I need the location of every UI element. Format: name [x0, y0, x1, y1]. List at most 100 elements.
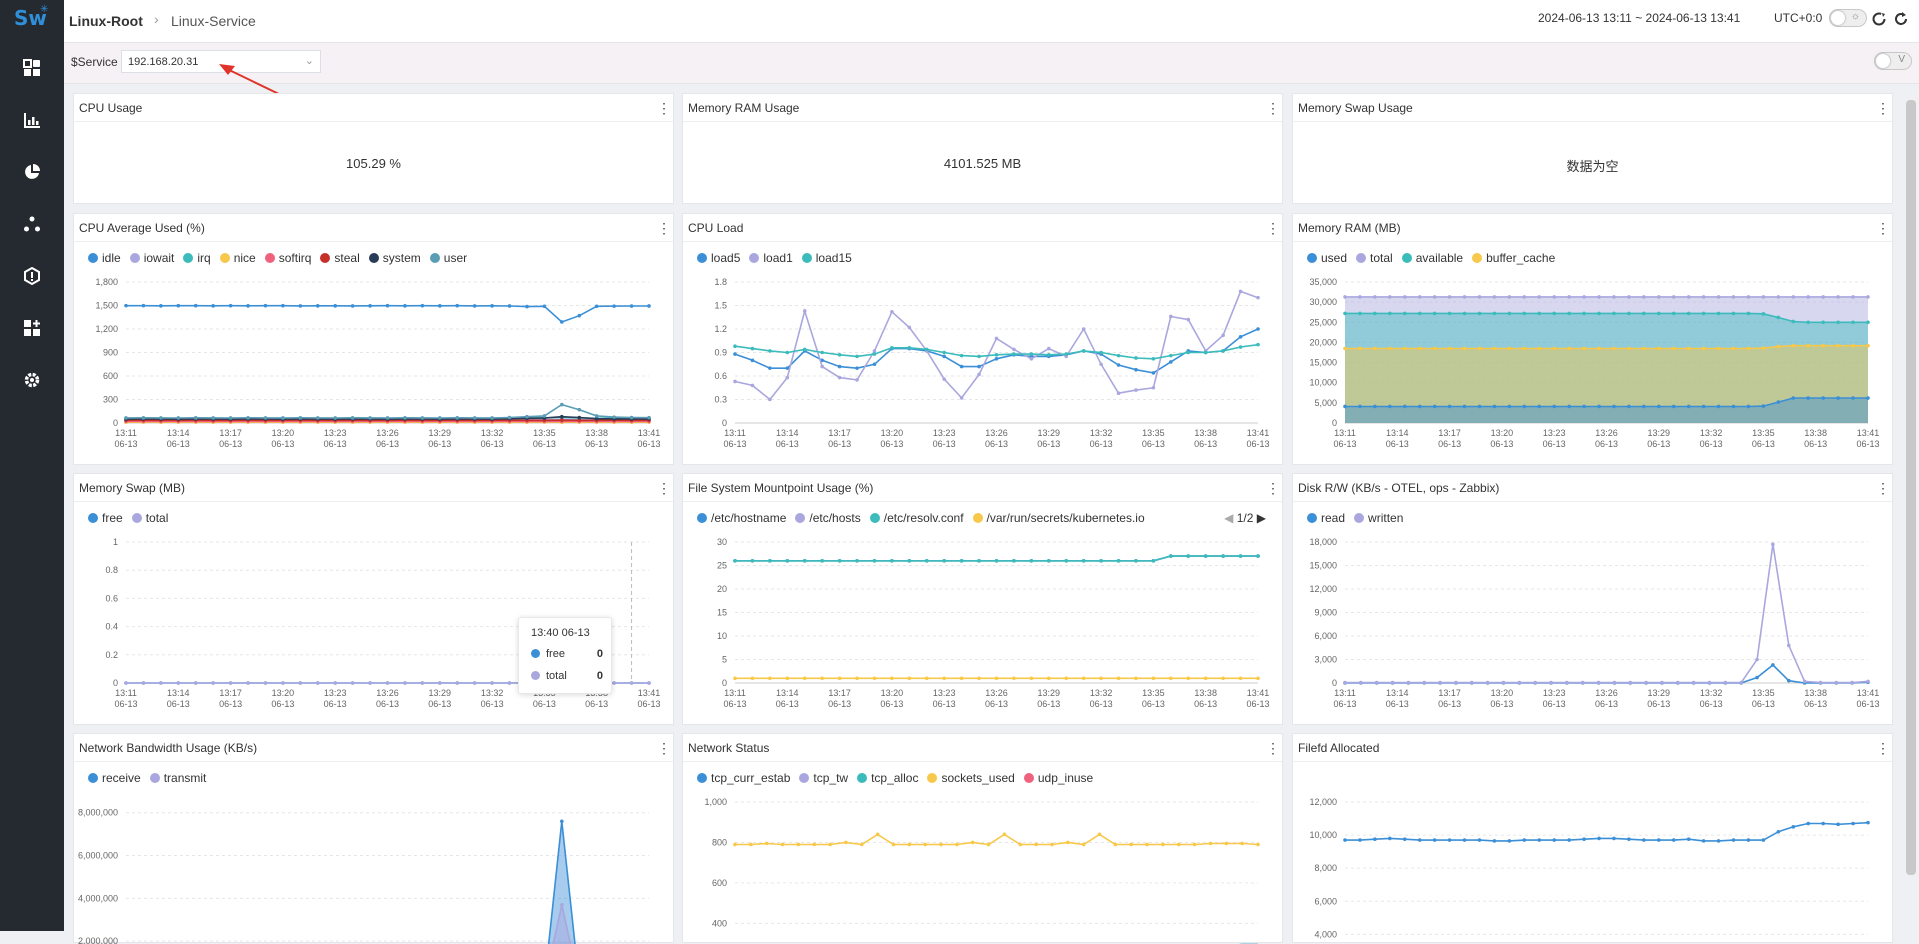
breadcrumb-service[interactable]: Linux-Service [171, 13, 256, 29]
alert-icon[interactable] [20, 264, 44, 288]
refresh-icon[interactable] [1893, 11, 1909, 32]
y-tick-label: 1,000 [704, 797, 727, 807]
v-toggle[interactable]: V [1874, 52, 1912, 70]
y-tick-label: 0.3 [714, 395, 727, 405]
data-point [577, 416, 581, 420]
data-point [281, 304, 285, 308]
data-point [820, 677, 824, 681]
data-point [1099, 559, 1103, 563]
pie-chart-icon[interactable] [20, 160, 44, 184]
data-point [838, 353, 842, 357]
data-point [386, 681, 390, 685]
y-tick-label: 15 [717, 608, 727, 618]
x-tick-date: 06-13 [481, 699, 504, 709]
data-point [1582, 347, 1586, 351]
time-range-picker[interactable]: 2024-06-13 13:11 ~ 2024-06-13 13:41 [1538, 11, 1740, 25]
data-point [299, 416, 303, 420]
data-point [1478, 312, 1482, 316]
y-tick-label: 4,000,000 [78, 893, 118, 903]
data-point [1732, 295, 1736, 299]
y-tick-label: 1.2 [714, 324, 727, 334]
data-point [1047, 677, 1051, 681]
data-point [525, 305, 529, 309]
data-point [1523, 347, 1527, 351]
data-point [1030, 357, 1034, 361]
data-point [1373, 405, 1377, 409]
x-tick-date: 06-13 [1037, 439, 1060, 449]
x-tick-date: 06-13 [828, 699, 851, 709]
series-line-filefd[interactable] [1345, 823, 1868, 841]
x-tick-date: 06-13 [1700, 699, 1723, 709]
data-point [403, 304, 407, 308]
utc-label[interactable]: UTC+0:0 [1774, 11, 1822, 25]
x-tick-label: 13:14 [776, 688, 799, 698]
data-point [490, 304, 494, 308]
page-scrollbar[interactable] [1906, 100, 1916, 875]
app-logo[interactable]: Sw✳ [14, 6, 50, 34]
data-point [211, 681, 215, 685]
data-point [1702, 347, 1706, 351]
dashboard-icon[interactable] [20, 56, 44, 80]
data-point [1388, 347, 1392, 351]
x-tick-label: 13:38 [1194, 428, 1217, 438]
data-point [194, 304, 198, 308]
y-tick-label: 18,000 [1309, 537, 1337, 547]
more-menu-icon[interactable]: ⋮ [657, 100, 665, 116]
data-point [1152, 357, 1156, 361]
bar-chart-icon[interactable] [20, 108, 44, 132]
data-point [1388, 312, 1392, 316]
x-tick-date: 06-13 [933, 699, 956, 709]
add-widget-icon[interactable] [20, 316, 44, 340]
auto-refresh-icon[interactable] [1871, 11, 1887, 32]
x-tick-date: 06-13 [428, 699, 451, 709]
data-point [194, 681, 198, 685]
data-point [1343, 347, 1347, 351]
data-point [995, 677, 999, 681]
data-point [1358, 295, 1362, 299]
data-point [386, 304, 390, 308]
series-line-idle[interactable] [126, 306, 649, 322]
data-point [1508, 405, 1512, 409]
data-point [1627, 312, 1631, 316]
data-point [1169, 354, 1173, 358]
series-line-user[interactable] [126, 405, 649, 418]
data-point [1493, 405, 1497, 409]
settings-icon[interactable] [20, 368, 44, 392]
x-tick-label: 13:23 [933, 428, 956, 438]
x-tick-label: 13:20 [1491, 428, 1514, 438]
data-point [124, 304, 128, 308]
data-point [820, 365, 824, 369]
breadcrumb-root[interactable]: Linux-Root [69, 13, 143, 29]
panel-title: Memory Swap Usage [1298, 101, 1413, 115]
data-point [316, 416, 320, 420]
data-point [630, 416, 634, 420]
data-point [1702, 839, 1706, 843]
x-tick-label: 13:20 [1491, 688, 1514, 698]
data-point [1523, 295, 1527, 299]
data-point [1403, 295, 1407, 299]
data-point [1134, 368, 1138, 372]
data-point [908, 346, 912, 350]
data-point [1762, 346, 1766, 350]
x-tick-date: 06-13 [324, 439, 347, 449]
topology-icon[interactable] [20, 212, 44, 236]
data-point [1732, 838, 1736, 842]
y-tick-label: 35,000 [1309, 277, 1337, 287]
data-point [1523, 405, 1527, 409]
data-point [855, 677, 859, 681]
more-menu-icon[interactable]: ⋮ [1266, 100, 1274, 116]
data-point [1470, 681, 1474, 685]
x-tick-date: 06-13 [1386, 699, 1409, 709]
x-tick-date: 06-13 [1090, 439, 1113, 449]
data-point [803, 559, 807, 563]
data-point [386, 416, 390, 420]
series-line-load1[interactable] [735, 291, 1258, 399]
data-point [1358, 347, 1362, 351]
more-menu-icon[interactable]: ⋮ [1876, 100, 1884, 116]
x-tick-label: 13:41 [638, 688, 661, 698]
data-point [942, 355, 946, 359]
data-point [1209, 842, 1213, 846]
data-point [781, 843, 785, 847]
theme-toggle[interactable]: ☼ [1829, 9, 1867, 27]
y-tick-label: 10 [717, 631, 727, 641]
